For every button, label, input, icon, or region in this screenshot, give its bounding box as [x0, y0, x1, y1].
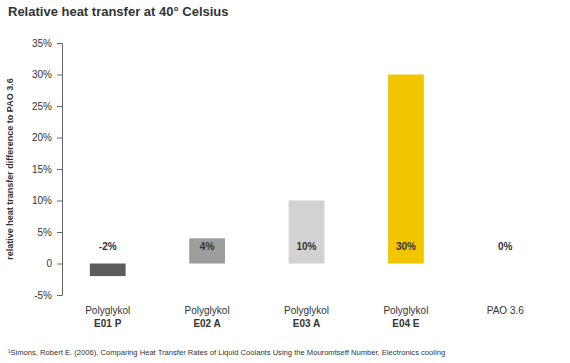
chart: Relative heat transfer at 40° Celsius rel… — [0, 0, 570, 363]
data-label: 10% — [296, 241, 316, 252]
y-tick-label: 5% — [38, 227, 53, 238]
y-tick-label: 15% — [32, 164, 52, 175]
y-tick-label: 30% — [32, 69, 52, 80]
y-tick: -5% — [34, 290, 62, 301]
footnote: ¹Simons, Robert E. (2006), Comparing Hea… — [8, 348, 445, 357]
x-tick-label-line: Polyglykol — [85, 305, 130, 316]
x-tick-label-line: E04 E — [392, 318, 420, 329]
y-tick-label: 20% — [32, 132, 52, 143]
x-tick-label: Polyglykol E02 A — [185, 305, 230, 329]
bar — [487, 263, 523, 264]
title: Relative heat transfer at 40° Celsius — [8, 4, 229, 19]
y-tick-mark — [57, 169, 62, 170]
x-tick-label: Polyglykol E04 E — [383, 305, 428, 329]
y-tick-label: 35% — [32, 38, 52, 49]
y-tick: 10% — [32, 195, 62, 206]
x-tick-label: Polyglykol E03 A — [284, 305, 329, 329]
y-tick-mark — [57, 232, 62, 233]
y-tick-mark — [57, 75, 62, 76]
y-tick-label: 10% — [32, 195, 52, 206]
x-tick-label-line: E03 A — [293, 318, 320, 329]
data-label: 0% — [498, 241, 513, 252]
y-tick-mark — [57, 264, 62, 265]
bar — [388, 75, 424, 264]
x-tick-label-line: PAO 3.6 — [487, 305, 524, 316]
y-tick: 25% — [32, 101, 62, 112]
x-tick-label-line: E01 P — [94, 318, 122, 329]
y-tick-label: -5% — [34, 290, 52, 301]
x-tick-label: Polyglykol E01 P — [85, 305, 130, 329]
y-tick-mark — [57, 138, 62, 139]
x-tick-label-line: Polyglykol — [383, 305, 428, 316]
data-label: 4% — [200, 241, 215, 252]
bars — [90, 75, 424, 277]
y-tick-label: 25% — [32, 101, 52, 112]
bar — [90, 264, 126, 277]
y-tick: 30% — [32, 69, 62, 80]
y-tick: 0 — [46, 258, 62, 269]
x-tick-label: PAO 3.6 — [487, 305, 524, 316]
x-tick-label-line: E02 A — [193, 318, 220, 329]
y-axis: -5% 0 5% 10% 15% 20% 25% 30% 35% — [32, 38, 63, 301]
y-tick: 5% — [38, 227, 62, 238]
y-tick-mark — [57, 106, 62, 107]
y-tick: 35% — [32, 38, 62, 49]
y-axis-title: relative heat transfer difference to PAO… — [5, 78, 15, 259]
y-tick-mark — [57, 295, 62, 296]
x-axis: PolyglykolE01 PPolyglykolE02 APolyglykol… — [85, 305, 524, 329]
y-tick-mark — [57, 43, 62, 44]
data-labels: -2% 4% 10% 30% 0% — [99, 241, 513, 252]
x-tick-label-line: Polyglykol — [185, 305, 230, 316]
x-tick-label-line: Polyglykol — [284, 305, 329, 316]
y-tick-label: 0 — [46, 258, 52, 269]
bar — [289, 201, 325, 264]
y-tick-mark — [57, 201, 62, 202]
y-axis-line — [57, 44, 63, 296]
data-label: 30% — [396, 241, 416, 252]
bar — [189, 238, 225, 263]
y-tick: 20% — [32, 132, 62, 143]
data-label: -2% — [99, 241, 117, 252]
y-tick: 15% — [32, 164, 62, 175]
